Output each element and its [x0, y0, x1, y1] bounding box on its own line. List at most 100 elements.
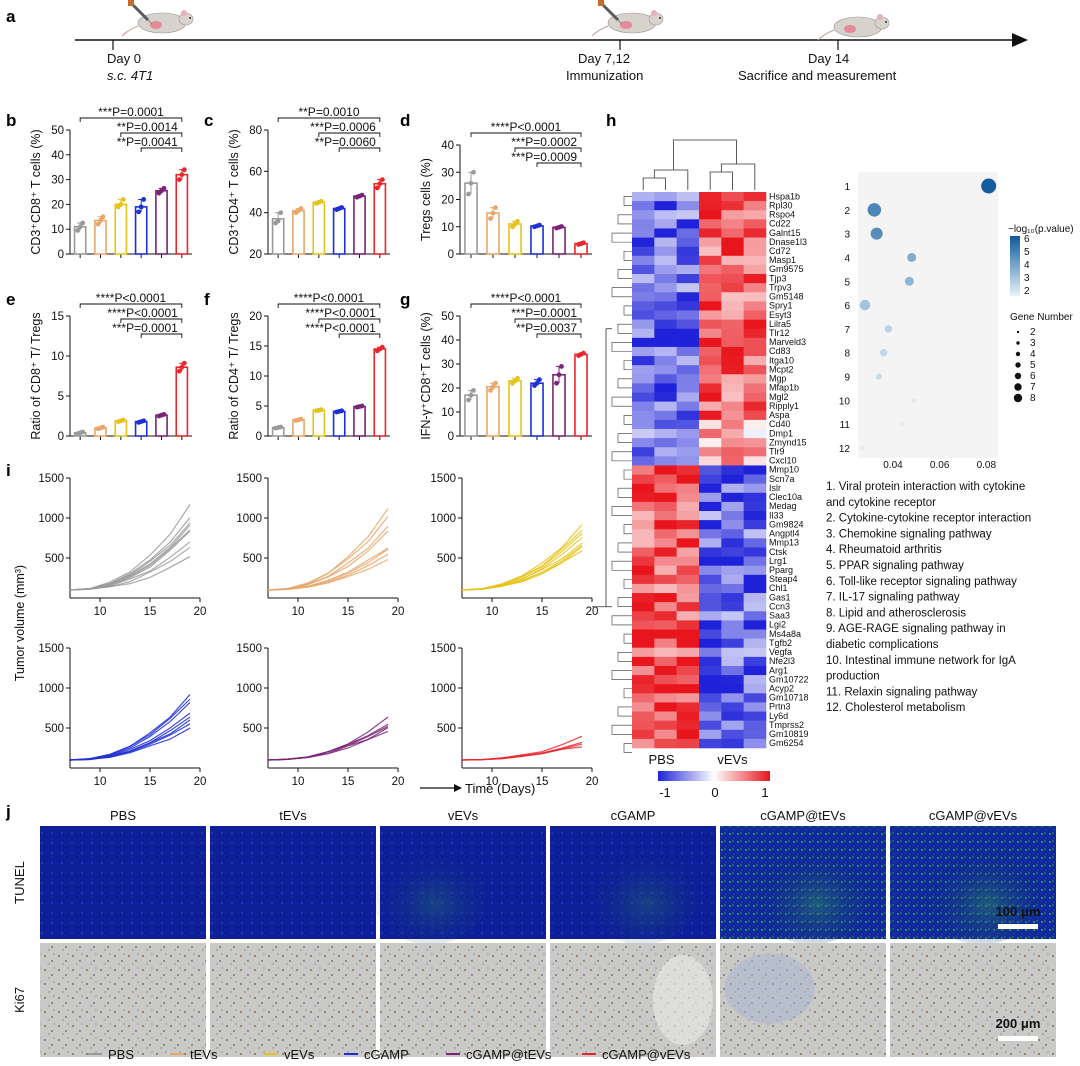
- heatmap-cell: [676, 419, 700, 430]
- heatmap-cell: [743, 711, 767, 721]
- heatmap-cell: [721, 738, 744, 749]
- data-point: [161, 185, 167, 191]
- data-point: [98, 218, 103, 223]
- data-point: [359, 403, 365, 409]
- legend-label: vEVs: [284, 1047, 315, 1062]
- heatmap-cell: [699, 192, 722, 202]
- timeline-day-0: Day 0: [107, 51, 141, 66]
- heatmap-cell: [654, 665, 677, 676]
- pathway-item: 9. AGE-RAGE signaling pathway in: [826, 623, 1006, 635]
- x-tick-label: 20: [392, 606, 405, 618]
- heatmap-cell: [654, 492, 677, 503]
- heatmap-cell: [721, 647, 744, 658]
- gene-label: Scn7a: [769, 474, 795, 484]
- heatmap-cell: [699, 401, 722, 412]
- bubble-x-tick-label: 0.06: [930, 460, 950, 471]
- gene-label: Ctsk: [769, 547, 788, 557]
- heatmap-cell: [743, 511, 767, 521]
- significance-bracket: [120, 132, 183, 137]
- mouse-syringe-icon: [591, 0, 664, 37]
- bar-cGAMP@vEVs: [175, 366, 189, 437]
- heatmap-cell: [654, 501, 677, 512]
- heatmap-cell: [676, 738, 700, 749]
- heatmap-cell: [676, 702, 700, 712]
- heatmap-cell: [676, 255, 700, 266]
- heatmap-cell: [699, 301, 722, 311]
- heatmap-cell: [654, 428, 677, 439]
- heatmap-cell: [721, 365, 744, 375]
- y-axis-label: IFN-γ⁺CD8⁺T cells (%): [419, 312, 433, 440]
- heatmap-cell: [721, 219, 744, 229]
- heatmap-cell: [743, 465, 767, 475]
- dendrogram-branch: [611, 451, 632, 462]
- y-tick-label: 60: [249, 166, 262, 178]
- heatmap-cell: [743, 246, 767, 257]
- timeline-desc-1: Immunization: [566, 68, 643, 83]
- heatmap-cell: [699, 492, 722, 503]
- heatmap-cell: [676, 383, 700, 393]
- dendrogram-branch: [617, 433, 632, 443]
- tumor-chart-cGAMP@vEVs: 500 1000 1500 10 15 20: [430, 643, 598, 788]
- y-tick-label: 15: [249, 341, 262, 353]
- heatmap-cell: [654, 538, 677, 548]
- heatmap-cell: [654, 456, 677, 466]
- heatmap-cell: [721, 602, 744, 612]
- row-dendrogram: [592, 196, 632, 753]
- x-tick-label: 15: [144, 606, 157, 618]
- heatmap-cell: [721, 419, 744, 430]
- heatmap-cell: [743, 237, 767, 247]
- significance-bracket: [277, 303, 381, 308]
- mouse-syringe-icon: [121, 0, 194, 37]
- data-point: [339, 408, 345, 414]
- heatmap-cell: [676, 483, 700, 494]
- p-value-label: ***P=0.0001: [98, 105, 164, 119]
- dendrogram-branch: [623, 250, 632, 261]
- y-tick-label: 1000: [38, 683, 64, 695]
- micrograph-column-label: tEVs: [279, 808, 307, 823]
- y-tick-label: 1500: [430, 643, 456, 655]
- scalebar-label: 200 μm: [996, 1016, 1041, 1031]
- bar-cGAMP@vEVs: [175, 173, 189, 255]
- gene-label: Mmp13: [769, 538, 799, 548]
- data-point: [359, 192, 365, 198]
- heatmap-cell: [721, 520, 744, 530]
- heatmap-cell: [654, 383, 677, 393]
- dendrogram-branch: [617, 323, 632, 334]
- heatmap-cell: [699, 438, 722, 448]
- panel-letter-j: j: [5, 802, 11, 821]
- bubble-row-label: 8: [844, 349, 850, 360]
- gene-label: Ccn3: [769, 601, 790, 611]
- heatmap-cell: [632, 392, 655, 402]
- bar-vEVs: [312, 201, 326, 255]
- data-point: [141, 418, 147, 424]
- heatmap-cell: [699, 620, 722, 630]
- heatmap-cell: [743, 520, 767, 530]
- heatmap-cell: [721, 192, 744, 202]
- data-point: [554, 380, 559, 386]
- gene-label: Masp1: [769, 255, 796, 265]
- heatmap-color-scale: [658, 771, 770, 781]
- heatmap-cell: [676, 428, 700, 439]
- p-value-label: **P=0.0041: [117, 135, 178, 149]
- x-tick-label: 10: [292, 606, 305, 618]
- heatmap-cell: [743, 228, 767, 238]
- data-point: [100, 214, 106, 220]
- pathway-item: production: [826, 671, 880, 683]
- heatmap-cell: [721, 301, 744, 311]
- heatmap-cell: [632, 374, 655, 384]
- heatmap-cell: [721, 246, 744, 257]
- p-value-label: ***P=0.0002: [511, 135, 577, 149]
- heatmap-cell: [676, 629, 700, 639]
- tunel-signal: [753, 842, 870, 945]
- gene-label: Gm10722: [769, 674, 809, 684]
- heatmap-cell: [743, 274, 767, 284]
- tumor-growth-line: [69, 694, 191, 761]
- heatmap-cell: [654, 702, 677, 712]
- bar-cGAMP@vEVs: [574, 353, 588, 437]
- heatmap-cell: [699, 383, 722, 393]
- data-point: [537, 377, 542, 382]
- mouse-icon: [817, 14, 890, 41]
- pathway-item: 4. Rheumatoid arthritis: [826, 544, 942, 556]
- y-tick-label: 500: [45, 553, 64, 565]
- heatmap-cell: [632, 483, 655, 494]
